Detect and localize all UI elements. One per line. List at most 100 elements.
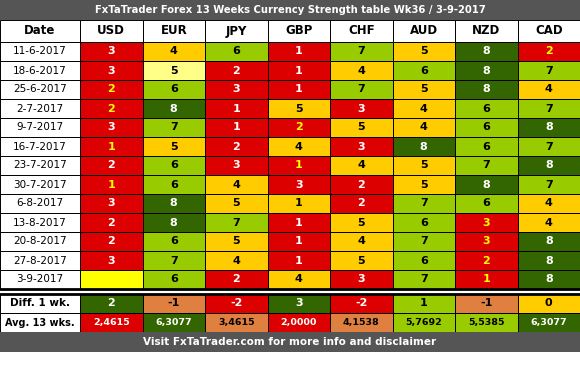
Text: 3: 3 [107,199,115,208]
Text: 6: 6 [483,122,490,132]
Bar [455,156,517,175]
Text: 2: 2 [107,298,115,308]
Bar [80,61,143,80]
Text: 6: 6 [483,199,490,208]
Bar [205,313,267,332]
Bar [80,175,143,194]
Text: 8: 8 [545,122,553,132]
Bar [330,294,393,313]
Text: 5: 5 [170,65,177,76]
Bar [205,80,267,99]
Text: JPY: JPY [226,25,247,38]
Text: 4: 4 [545,84,553,94]
Text: 6: 6 [483,141,490,151]
Bar [143,156,205,175]
Bar [393,213,455,232]
Bar [143,270,205,289]
Bar [393,175,455,194]
Text: 16-7-2017: 16-7-2017 [13,141,67,151]
Text: 6: 6 [170,160,177,170]
Bar [517,137,580,156]
Bar [205,270,267,289]
Text: 6-8-2017: 6-8-2017 [16,199,64,208]
Bar [330,213,393,232]
Bar [80,99,143,118]
Bar [267,232,330,251]
Text: 13-8-2017: 13-8-2017 [13,218,67,228]
Text: 3,4615: 3,4615 [218,318,255,327]
Bar [143,42,205,61]
Bar [267,118,330,137]
Bar [455,213,517,232]
Text: 5: 5 [357,122,365,132]
Text: 3: 3 [107,122,115,132]
Bar [0,156,80,175]
Bar [143,213,205,232]
Text: 6: 6 [170,84,177,94]
Bar [455,80,517,99]
Text: 7: 7 [483,160,490,170]
Text: 6: 6 [233,46,240,57]
Text: -2: -2 [230,298,242,308]
Text: Avg. 13 wks.: Avg. 13 wks. [5,317,75,327]
Text: 2-7-2017: 2-7-2017 [16,103,64,113]
Bar [143,20,205,42]
Bar [205,213,267,232]
Text: 8: 8 [483,65,490,76]
Bar [393,61,455,80]
Bar [0,118,80,137]
Bar [205,232,267,251]
Text: -1: -1 [480,298,492,308]
Bar [517,99,580,118]
Bar [0,194,80,213]
Text: 8: 8 [170,103,177,113]
Text: FxTaTrader Forex 13 Weeks Currency Strength table Wk36 / 3-9-2017: FxTaTrader Forex 13 Weeks Currency Stren… [95,5,485,15]
Bar [517,313,580,332]
Text: 8: 8 [420,141,427,151]
Bar [393,42,455,61]
Text: 2,4615: 2,4615 [93,318,129,327]
Text: 1: 1 [233,122,240,132]
Bar [517,20,580,42]
Bar [0,313,80,332]
Bar [0,61,80,80]
Bar [205,137,267,156]
Text: 1: 1 [295,218,303,228]
Bar [143,294,205,313]
Text: 3: 3 [107,46,115,57]
Text: 2: 2 [233,275,240,285]
Text: 1: 1 [295,199,303,208]
Bar [0,20,80,42]
Bar [267,175,330,194]
Bar [330,80,393,99]
Bar [267,294,330,313]
Text: 5: 5 [420,160,427,170]
Bar [0,289,580,294]
Bar [393,20,455,42]
Bar [393,156,455,175]
Bar [330,270,393,289]
Text: 3: 3 [107,65,115,76]
Text: 2: 2 [295,122,303,132]
Text: 2: 2 [357,199,365,208]
Text: 6: 6 [170,180,177,189]
Text: 4: 4 [295,275,303,285]
Text: 1: 1 [233,103,240,113]
Text: 4: 4 [170,46,177,57]
Text: 23-7-2017: 23-7-2017 [13,160,67,170]
Text: 9-7-2017: 9-7-2017 [16,122,64,132]
Bar [517,118,580,137]
Text: 8: 8 [545,256,553,266]
Bar [0,175,80,194]
Bar [143,232,205,251]
Text: 1: 1 [107,141,115,151]
Bar [143,194,205,213]
Text: 4: 4 [233,180,240,189]
Text: 27-8-2017: 27-8-2017 [13,256,67,266]
Bar [205,42,267,61]
Bar [455,270,517,289]
Text: 5,7692: 5,7692 [405,318,442,327]
Bar [393,194,455,213]
Bar [0,270,80,289]
Bar [205,61,267,80]
